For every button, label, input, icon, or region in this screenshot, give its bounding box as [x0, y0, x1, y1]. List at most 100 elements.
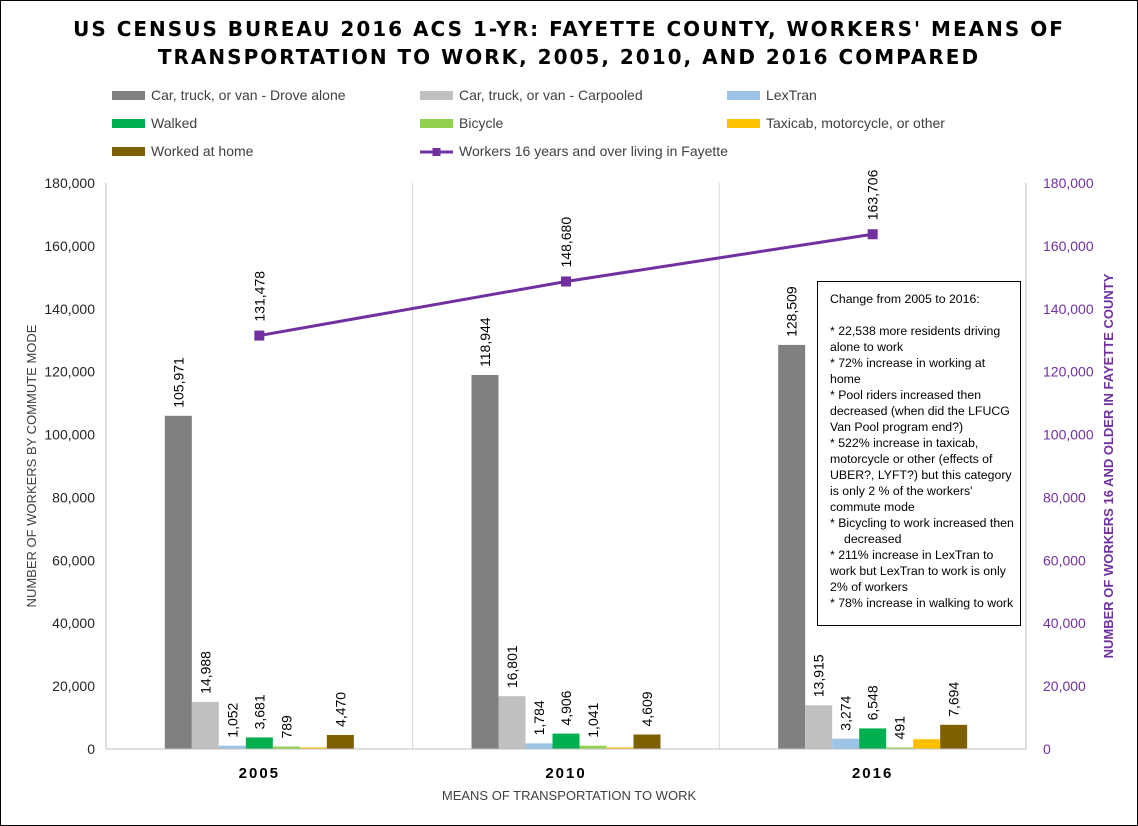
line-data-label: 131,478 — [251, 271, 267, 322]
legend-swatch — [112, 119, 145, 128]
data-labels-group: 105,971 14,988 1,052 3,681 789 4,470 118,944 16… — [170, 169, 961, 739]
y2-tick-label: 40,000 — [1043, 615, 1086, 631]
chart-title-line2: TRANSPORTATION TO WORK, 2005, 2010, AND … — [158, 45, 980, 69]
y2-axis-title: NUMBER OF WORKERS 16 AND OLDER IN FAYETT… — [1101, 273, 1116, 658]
bar — [805, 705, 833, 749]
x-tick-label: 2016 — [852, 765, 893, 782]
y-tick-label: 120,000 — [44, 364, 95, 380]
bar-data-label: 1,041 — [585, 702, 601, 737]
bar — [913, 739, 941, 749]
y2-tick-label: 60,000 — [1043, 552, 1086, 568]
bar-data-label: 128,509 — [784, 286, 800, 337]
bar-data-label: 6,548 — [865, 685, 881, 720]
bar — [633, 734, 661, 749]
bar-data-label: 13,915 — [811, 654, 827, 697]
y2-tick-label: 160,000 — [1043, 238, 1094, 254]
bar — [552, 733, 580, 749]
bar-data-label: 1,784 — [531, 700, 547, 735]
bar — [218, 745, 246, 749]
legend-swatch — [112, 91, 145, 100]
bar — [606, 747, 634, 749]
x-tick-label: 2005 — [239, 765, 280, 782]
line-series-marker — [254, 330, 265, 341]
line-series-group — [254, 229, 878, 341]
y-tick-label: 0 — [87, 741, 95, 757]
bar-data-label: 105,971 — [170, 357, 186, 408]
y-tick-label: 100,000 — [44, 427, 95, 443]
bars-group — [164, 344, 968, 749]
bar — [471, 374, 499, 749]
axes-group: 0 0 20,000 20,000 40,000 40,000 60,000 60,000 80… — [44, 175, 1093, 782]
bar — [778, 344, 806, 749]
annotation-title: Change from 2005 to 2016: — [830, 292, 980, 306]
y2-tick-label: 180,000 — [1043, 175, 1094, 191]
legend-label: LexTran — [766, 87, 817, 103]
bar — [191, 701, 219, 749]
bar-data-label: 3,681 — [251, 694, 267, 729]
bar-data-label: 14,988 — [197, 651, 213, 694]
bar-data-label: 4,906 — [558, 690, 574, 725]
legend-label: Bicycle — [459, 115, 504, 131]
line-data-label: 163,706 — [865, 169, 881, 220]
legend-label: Car, truck, or van - Drove alone — [151, 87, 346, 103]
y-tick-label: 20,000 — [52, 678, 95, 694]
legend-swatch — [112, 147, 145, 156]
bar-data-label: 1,052 — [224, 702, 240, 737]
bar-data-label: 7,694 — [946, 682, 962, 717]
annotation-item: * Bicycling to work increased then — [830, 516, 1014, 530]
bar — [525, 743, 553, 749]
bar — [832, 738, 860, 749]
y2-tick-label: 0 — [1043, 741, 1051, 757]
annotation-item: * 211% increase in LexTran to work but L… — [830, 548, 1006, 594]
legend-label: Worked at home — [151, 143, 254, 159]
annotation-item: * Pool riders increased then decreased (… — [830, 388, 1010, 434]
y-tick-label: 80,000 — [52, 489, 95, 505]
bar-data-label: 4,609 — [639, 691, 655, 726]
bar-data-label: 4,470 — [332, 692, 348, 727]
annotation-box: Change from 2005 to 2016: * 22,538 more … — [817, 281, 1021, 626]
y2-tick-label: 20,000 — [1043, 678, 1086, 694]
category-gridlines — [412, 183, 720, 749]
bar — [859, 728, 887, 749]
y-tick-label: 180,000 — [44, 175, 95, 191]
line-series-marker — [561, 276, 571, 287]
legend-label: Walked — [151, 115, 197, 131]
bar — [164, 415, 192, 749]
legend-swatch — [727, 91, 760, 100]
annotation-item: * 522% increase in taxicab, motorcycle o… — [830, 436, 1012, 514]
y2-tick-label: 100,000 — [1043, 427, 1094, 443]
bar — [245, 737, 273, 749]
legend: Car, truck, or van - Drove alone Car, tru… — [112, 87, 945, 159]
y2-tick-label: 120,000 — [1043, 364, 1094, 380]
annotation-item: decreased — [844, 532, 902, 546]
legend-label: Car, truck, or van - Carpooled — [459, 87, 643, 103]
x-tick-label: 2010 — [545, 765, 586, 782]
bar — [272, 746, 300, 749]
bar-data-label: 3,274 — [838, 695, 854, 730]
bar — [299, 747, 327, 749]
y-tick-label: 160,000 — [44, 238, 95, 254]
y-tick-label: 60,000 — [52, 552, 95, 568]
x-axis-title: MEANS OF TRANSPORTATION TO WORK — [442, 788, 697, 803]
bar — [498, 696, 526, 749]
bar — [886, 747, 914, 749]
line-data-label: 148,680 — [558, 217, 574, 268]
y2-tick-label: 140,000 — [1043, 301, 1094, 317]
bar-data-label: 16,801 — [504, 645, 520, 688]
y-axis-title: NUMBER OF WORKERS BY COMMUTE MODE — [24, 324, 39, 607]
bar-data-label: 789 — [278, 715, 294, 739]
legend-label: Taxicab, motorcycle, or other — [766, 115, 945, 131]
y2-tick-label: 80,000 — [1043, 489, 1086, 505]
bar-data-label: 491 — [892, 716, 908, 740]
annotation-item: * 22,538 more residents driving alone to… — [830, 324, 1001, 354]
annotation-item: * 78% increase in walking to work — [830, 596, 1014, 610]
y-tick-label: 140,000 — [44, 301, 95, 317]
legend-swatch — [727, 119, 760, 128]
chart-title-line1: US CENSUS BUREAU 2016 ACS 1-YR: FAYETTE … — [73, 17, 1065, 41]
legend-label: Workers 16 years and over living in Faye… — [459, 143, 728, 159]
bar — [940, 724, 968, 749]
bar-data-label: 118,944 — [477, 317, 493, 367]
annotation-item: * 72% increase in working at home — [830, 356, 986, 386]
legend-marker — [432, 148, 441, 156]
